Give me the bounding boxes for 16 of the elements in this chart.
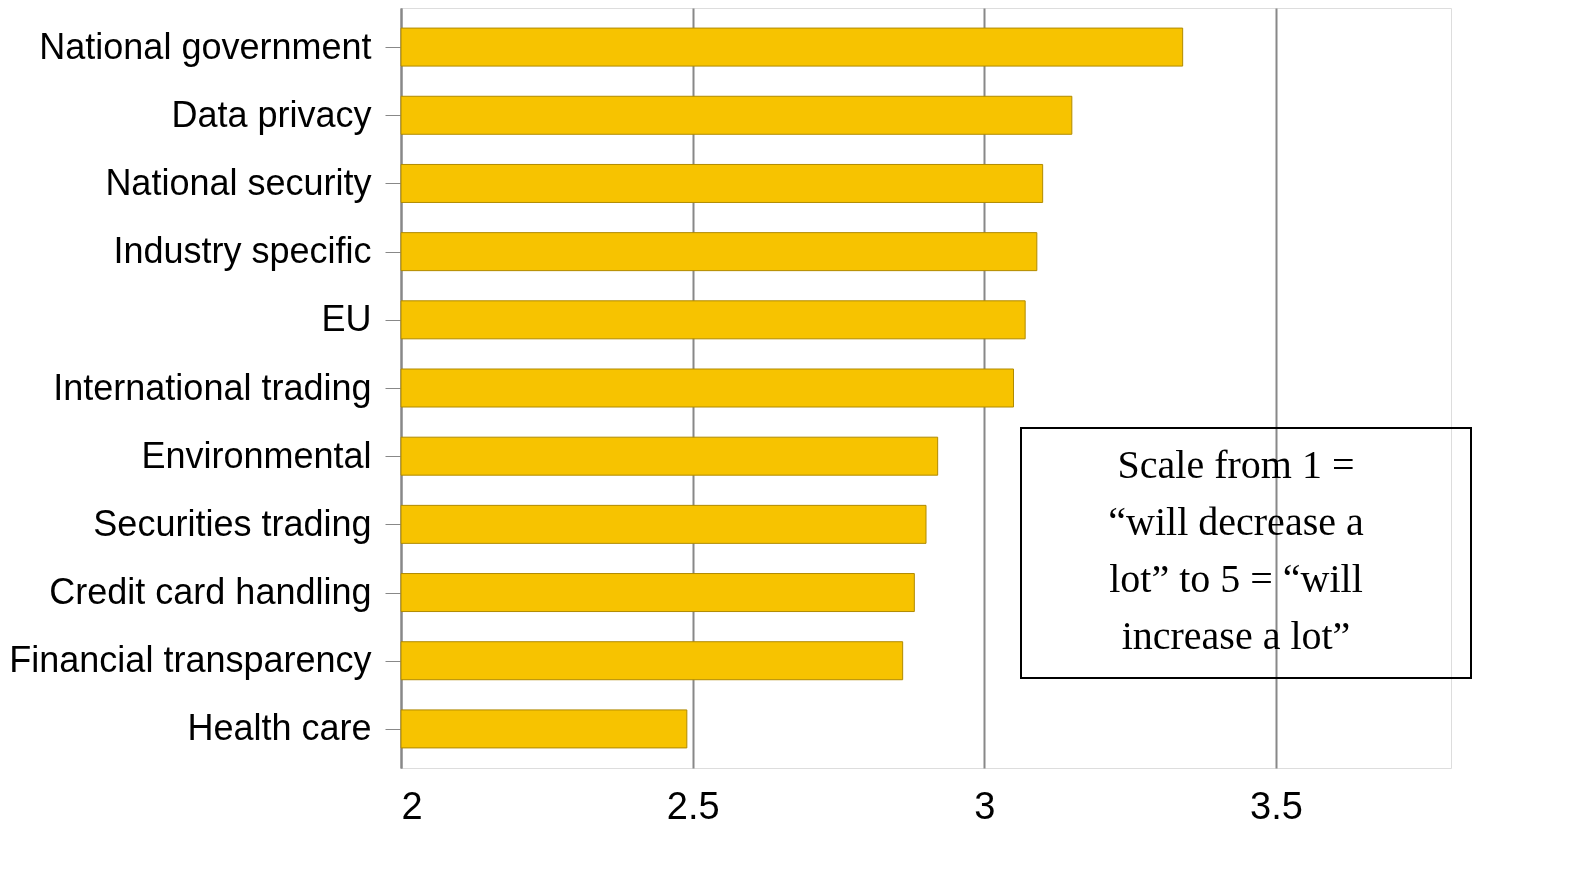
x-tick-label: 2 [401,784,423,827]
x-tick-label: 3.5 [1250,784,1303,827]
y-tick-label: Environmental [141,434,372,476]
y-tick-label: EU [321,298,372,340]
y-tick-label: National government [39,25,372,67]
y-tick-label: Health care [187,707,372,749]
x-tick-label: 2.5 [666,784,720,827]
y-tick-label: Industry specific [113,230,372,272]
y-tick-label: Securities trading [93,502,372,544]
y-tick-label: International trading [53,366,372,408]
y-tick-label: Data privacy [171,93,372,135]
y-tick-label: National security [105,161,372,203]
x-tick-label: 3 [974,784,996,827]
annotation: Scale from 1 = “will decrease a lot” to 5 = “will increase a lot” [1108,442,1364,658]
y-tick-label: Financial transparency [9,639,372,681]
y-tick-label: Credit card handling [49,571,372,613]
